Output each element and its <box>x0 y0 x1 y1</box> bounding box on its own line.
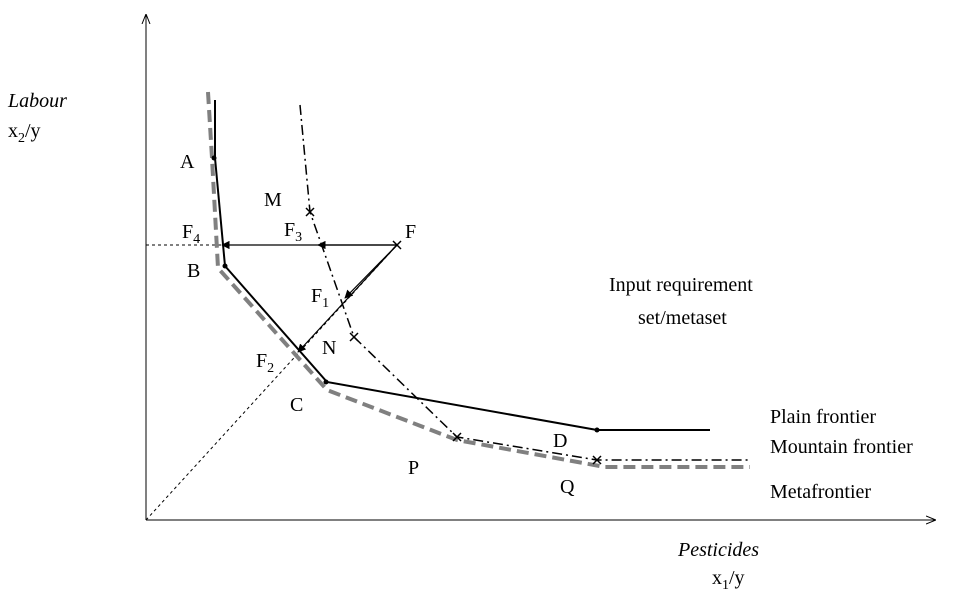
x-axis-label: Pesticides <box>677 539 759 561</box>
guides <box>145 244 398 521</box>
point-label: M <box>264 189 282 211</box>
point-label: Q <box>560 476 575 498</box>
point-label: F3 <box>284 219 302 245</box>
point-label: F4 <box>182 221 200 247</box>
legend-label: Mountain frontier <box>770 436 913 458</box>
point-label: P <box>408 457 419 479</box>
x-axis-unit: x1/y <box>712 567 745 589</box>
plain-frontier <box>214 100 710 431</box>
region-label: set/metaset <box>638 307 727 329</box>
region-label: Input requirement <box>609 274 753 296</box>
mountain-frontier <box>299 104 750 461</box>
point-label: F <box>405 221 416 243</box>
point-label: A <box>180 151 195 173</box>
axes <box>146 15 935 520</box>
cross-marks <box>305 207 602 465</box>
arrows <box>221 240 398 353</box>
point-label: B <box>187 260 200 282</box>
point-label: F2 <box>256 350 274 376</box>
point-label: D <box>553 430 567 452</box>
y-axis-unit: x2/y <box>8 120 41 146</box>
dots <box>211 155 600 433</box>
legend-label: Plain frontier <box>770 406 876 428</box>
point-label: F1 <box>311 285 329 311</box>
legend-label: Metafrontier <box>770 481 871 503</box>
point-label: N <box>322 337 336 359</box>
point-label: C <box>290 394 303 416</box>
y-axis-label: Labour <box>7 90 67 112</box>
